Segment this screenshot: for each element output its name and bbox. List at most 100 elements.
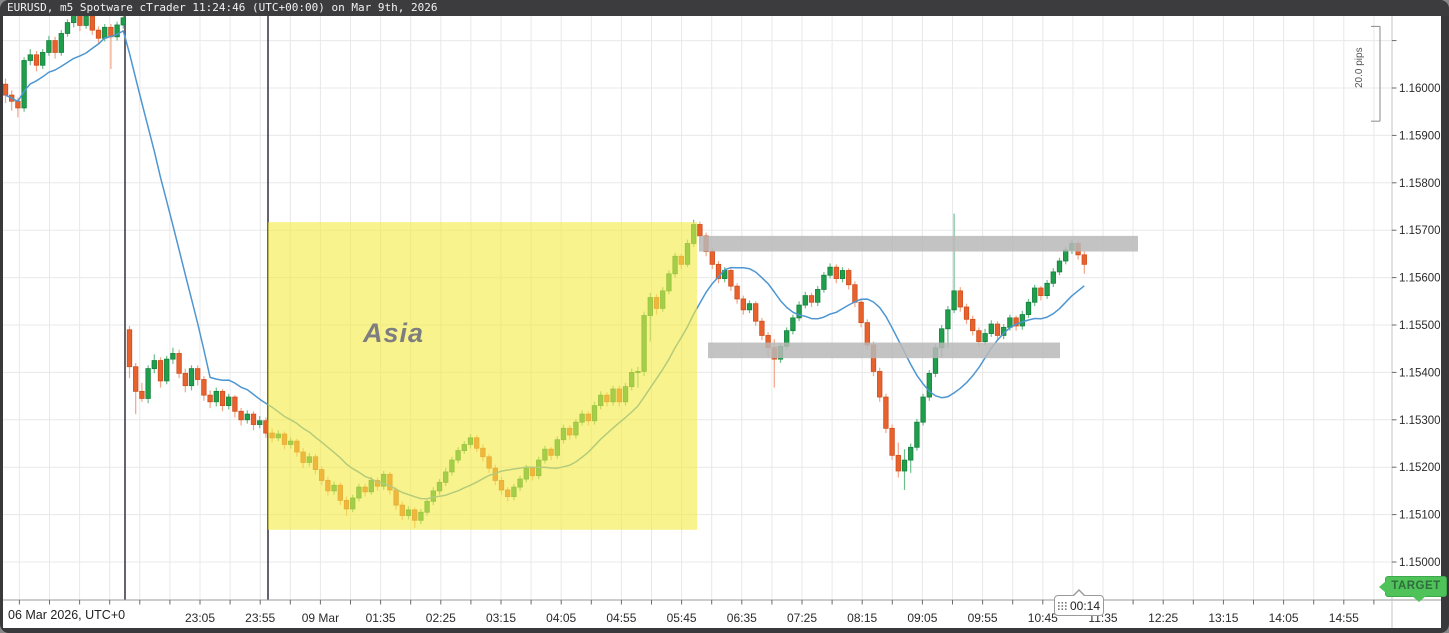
target-label: TARGET	[1391, 580, 1441, 593]
price-zone[interactable]	[699, 235, 1138, 252]
title-bar: EURUSD, m5 Spotware cTrader 11:24:46 (UT…	[0, 0, 1449, 16]
candle-body	[226, 396, 232, 406]
candle-countdown-tooltip: 00:14	[1054, 589, 1104, 616]
candle-body	[77, 16, 83, 26]
candle-body	[1063, 249, 1069, 262]
candle-body	[71, 16, 77, 23]
candle-body	[15, 100, 21, 109]
time-axis-label: 06:35	[727, 611, 757, 625]
chart-background	[3, 16, 1441, 628]
price-axis-label: 1.15700	[1399, 225, 1441, 237]
chart-title: EURUSD, m5 Spotware cTrader 11:24:46 (UT…	[7, 1, 438, 14]
candle-body	[257, 420, 263, 425]
candle-body	[114, 24, 120, 38]
candle-body	[790, 317, 796, 332]
candle-body	[213, 390, 219, 403]
candle-body	[908, 446, 914, 461]
candle-body	[1056, 260, 1063, 273]
price-axis-label: 1.15400	[1399, 367, 1441, 379]
candle-body	[839, 270, 846, 279]
time-axis-label: 04:55	[606, 611, 636, 625]
asia-session-label[interactable]: Asia	[363, 318, 425, 348]
candle-body	[821, 274, 827, 290]
candle-body	[1081, 254, 1087, 265]
candle-body	[145, 368, 151, 399]
candle-body	[151, 360, 157, 370]
candle-body	[951, 290, 957, 311]
candle-body	[963, 306, 970, 320]
price-zone[interactable]	[708, 342, 1060, 359]
candle-body	[808, 295, 815, 303]
time-axis-label: 10:45	[1028, 611, 1058, 625]
candle-body	[27, 54, 33, 61]
candle-body	[1038, 287, 1044, 297]
candle-body	[1007, 317, 1013, 328]
time-axis-label: 23:55	[245, 611, 275, 625]
candle-body	[3, 83, 9, 96]
asia-session-box[interactable]	[268, 222, 697, 530]
candle-body	[1050, 271, 1056, 284]
candle-body	[709, 251, 715, 265]
candle-body	[95, 29, 102, 39]
candle-body	[176, 353, 182, 374]
candle-body	[250, 413, 257, 425]
countdown-value: 00:14	[1069, 598, 1101, 613]
candle-body	[102, 26, 108, 39]
candle-body	[746, 303, 753, 311]
time-axis-label: 07:25	[787, 611, 817, 625]
price-axis-label: 1.15200	[1399, 462, 1441, 474]
price-axis-label: 1.16000	[1399, 83, 1441, 95]
candle-body	[864, 322, 870, 346]
candle-body	[883, 396, 889, 429]
candle-body	[889, 427, 895, 456]
time-axis-label: 12:25	[1148, 611, 1178, 625]
candle-body	[133, 366, 139, 392]
time-axis-label: 05:45	[667, 611, 697, 625]
price-axis-label: 1.15000	[1399, 557, 1441, 569]
candle-body	[697, 224, 703, 237]
candle-body	[89, 16, 95, 31]
candle-body	[40, 52, 46, 66]
candle-body	[1044, 282, 1050, 297]
candle-body	[734, 285, 740, 300]
candle-body	[33, 54, 40, 66]
candle-body	[988, 323, 994, 334]
candle-body	[64, 22, 71, 34]
candle-body	[901, 459, 908, 472]
candle-body	[58, 33, 64, 53]
candle-body	[914, 421, 920, 448]
candle-body	[1025, 301, 1032, 315]
target-price-badge[interactable]: TARGET	[1379, 575, 1447, 602]
candle-body	[188, 368, 195, 387]
candle-body	[46, 40, 52, 53]
candle-body	[895, 454, 901, 472]
candle-body	[846, 270, 852, 286]
candle-body	[170, 353, 176, 360]
time-axis-label: 01:35	[366, 611, 396, 625]
time-axis[interactable]: 23:05 23:55 09 Mar 01:35 02:25 03:15 04:05 04:5…	[18, 600, 1375, 625]
candle-body	[827, 266, 833, 276]
time-axis-label: 14:05	[1269, 611, 1299, 625]
plot-region[interactable]	[3, 11, 1392, 600]
candle-body	[877, 371, 883, 398]
candle-body	[802, 295, 808, 306]
candle-body	[759, 320, 765, 336]
candle-body	[195, 368, 201, 380]
candle-body	[945, 309, 951, 330]
target-arrow-icon	[1379, 580, 1386, 593]
time-axis-label: 09:05	[907, 611, 937, 625]
pips-ruler-label[interactable]: 20.0 pips	[1354, 47, 1365, 88]
candle-body	[201, 379, 207, 396]
date-corner-label: 06 Mar 2026, UTC+0	[8, 608, 126, 622]
candle-body	[182, 372, 188, 387]
time-axis-label: 13:15	[1208, 611, 1238, 625]
candle-body	[21, 60, 27, 109]
candle-body	[232, 396, 238, 412]
price-axis[interactable]: 1.16000 1.15900 1.15800 1.15700 1.15600 1.155…	[1392, 40, 1441, 569]
time-axis-label: 09:55	[968, 611, 998, 625]
candle-body	[1032, 287, 1038, 303]
pips-ruler[interactable]	[1371, 25, 1381, 122]
time-axis-label: 14:55	[1329, 611, 1359, 625]
